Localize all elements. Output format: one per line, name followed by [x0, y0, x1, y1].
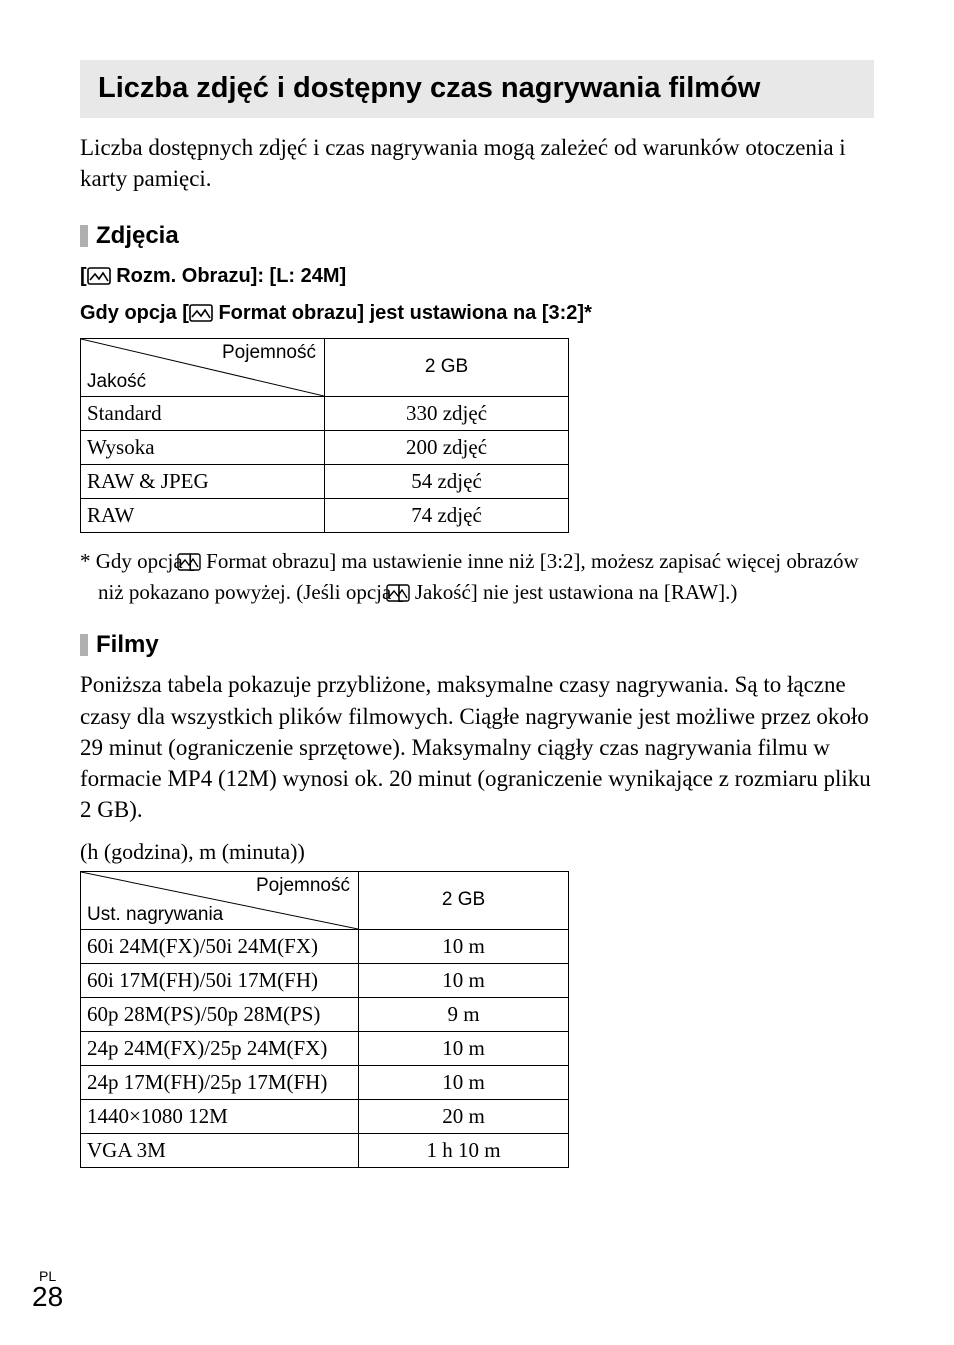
- table-row: 1440×1080 12M 20 m: [81, 1099, 569, 1133]
- row-value: 1 h 10 m: [359, 1133, 569, 1167]
- diag-top-label: Pojemność: [256, 875, 350, 897]
- page-title: Liczba zdjęć i dostępny czas nagrywania …: [98, 70, 856, 108]
- movies-table: Pojemność Ust. nagrywania 2 GB 60i 24M(F…: [80, 871, 569, 1168]
- row-label: RAW & JPEG: [81, 464, 325, 498]
- row-value: 10 m: [359, 1031, 569, 1065]
- line1-rest: Rozm. Obrazu]: [L: 24M]: [111, 265, 347, 287]
- line1-prefix: [: [80, 265, 87, 287]
- row-value: 74 zdjęć: [325, 498, 569, 532]
- table-row: VGA 3M 1 h 10 m: [81, 1133, 569, 1167]
- movies-heading: Filmy: [80, 631, 874, 659]
- row-label: Wysoka: [81, 430, 325, 464]
- line2-prefix: Gdy opcja [: [80, 302, 189, 324]
- table-header-row: Pojemność Ust. nagrywania 2 GB: [81, 871, 569, 929]
- row-label: Standard: [81, 396, 325, 430]
- footnote-suffix: Jakość] nie jest ustawiona na [RAW].): [410, 580, 738, 604]
- table-header-row: Pojemność Jakość 2 GB: [81, 338, 569, 396]
- movies-heading-text: Filmy: [96, 631, 159, 659]
- movies-units: (h (godzina), m (minuta)): [80, 839, 874, 865]
- table-row: 24p 17M(FH)/25p 17M(FH) 10 m: [81, 1065, 569, 1099]
- row-label: RAW: [81, 498, 325, 532]
- row-value: 10 m: [359, 1065, 569, 1099]
- table-row: 60i 17M(FH)/50i 17M(FH) 10 m: [81, 963, 569, 997]
- photos-setting-line-2: Gdy opcja [ Format obrazu] jest ustawion…: [80, 297, 874, 332]
- capacity-header: 2 GB: [359, 871, 569, 929]
- diag-bottom-label: Ust. nagrywania: [87, 904, 223, 926]
- table-row: RAW & JPEG 54 zdjęć: [81, 464, 569, 498]
- diag-header-cell: Pojemność Jakość: [81, 338, 325, 396]
- table-row: 60i 24M(FX)/50i 24M(FX) 10 m: [81, 929, 569, 963]
- table-row: Standard 330 zdjęć: [81, 396, 569, 430]
- row-value: 200 zdjęć: [325, 430, 569, 464]
- row-value: 9 m: [359, 997, 569, 1031]
- row-value: 54 zdjęć: [325, 464, 569, 498]
- table-row: RAW 74 zdjęć: [81, 498, 569, 532]
- row-label: 60p 28M(PS)/50p 28M(PS): [81, 997, 359, 1031]
- photos-setting-line-1: [ Rozm. Obrazu]: [L: 24M]: [80, 260, 874, 295]
- row-label: 60i 17M(FH)/50i 17M(FH): [81, 963, 359, 997]
- heading-marker-icon: [80, 225, 88, 247]
- capacity-header: 2 GB: [325, 338, 569, 396]
- row-label: 60i 24M(FX)/50i 24M(FX): [81, 929, 359, 963]
- diag-header-cell: Pojemność Ust. nagrywania: [81, 871, 359, 929]
- row-label: 24p 24M(FX)/25p 24M(FX): [81, 1031, 359, 1065]
- row-value: 10 m: [359, 963, 569, 997]
- photos-footnote: * Gdy opcja [ Format obrazu] ma ustawien…: [80, 547, 874, 610]
- page-number: 28: [32, 1283, 63, 1311]
- line2-rest: Format obrazu] jest ustawiona na [3:2]*: [213, 302, 592, 324]
- row-value: 10 m: [359, 929, 569, 963]
- photos-heading: Zdjęcia: [80, 222, 874, 250]
- page-footer: PL 28: [32, 1269, 63, 1311]
- camera-icon: [87, 263, 111, 295]
- photos-heading-text: Zdjęcia: [96, 222, 179, 250]
- table-row: 60p 28M(PS)/50p 28M(PS) 9 m: [81, 997, 569, 1031]
- table-row: Wysoka 200 zdjęć: [81, 430, 569, 464]
- movies-body: Poniższa tabela pokazuje przybliżone, ma…: [80, 669, 874, 824]
- row-label: 24p 17M(FH)/25p 17M(FH): [81, 1065, 359, 1099]
- title-banner: Liczba zdjęć i dostępny czas nagrywania …: [80, 60, 874, 118]
- row-value: 20 m: [359, 1099, 569, 1133]
- diag-bottom-label: Jakość: [87, 371, 146, 393]
- intro-text: Liczba dostępnych zdjęć i czas nagrywani…: [80, 132, 874, 194]
- heading-marker-icon: [80, 634, 88, 656]
- table-row: 24p 24M(FX)/25p 24M(FX) 10 m: [81, 1031, 569, 1065]
- row-label: VGA 3M: [81, 1133, 359, 1167]
- photos-table: Pojemność Jakość 2 GB Standard 330 zdjęć…: [80, 338, 569, 533]
- row-label: 1440×1080 12M: [81, 1099, 359, 1133]
- camera-icon: [189, 300, 213, 332]
- row-value: 330 zdjęć: [325, 396, 569, 430]
- diag-top-label: Pojemność: [222, 342, 316, 364]
